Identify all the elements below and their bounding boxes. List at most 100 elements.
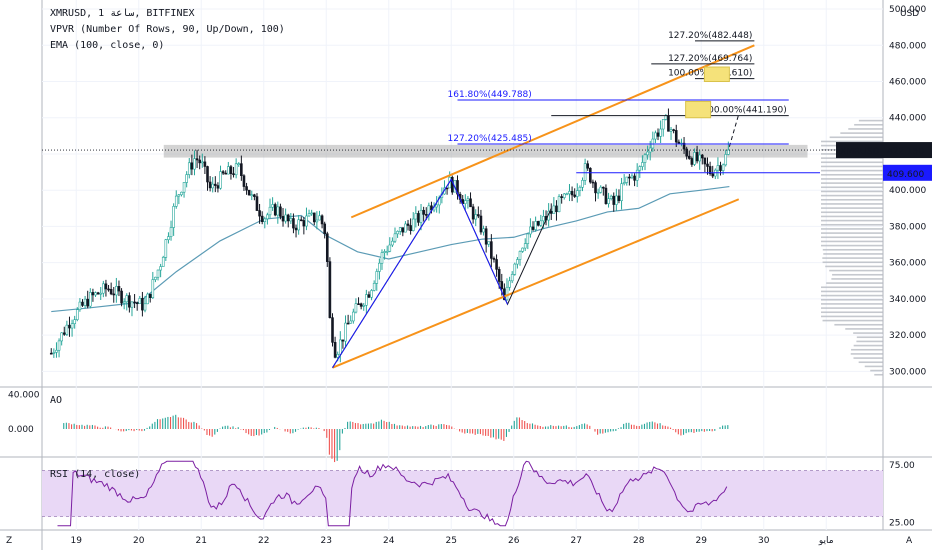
candle-body [221,171,225,174]
price-tag-bg [836,142,932,159]
volume-bar [821,298,883,301]
candle-body [484,228,488,245]
resistance-zone [163,144,808,158]
candle-body [497,269,501,282]
ao-histogram: 40.000 0.000 [8,390,729,463]
price-tick-label: 440.000 [889,114,926,124]
price-tags: XMRUSD 422.150 409.600 [42,142,932,181]
volume-bar [821,207,883,209]
candle-body [700,154,704,159]
candle-body [617,195,621,201]
time-tick-label: 20 [133,536,145,546]
candle-body [297,219,300,231]
candle-body [185,174,188,183]
volume-bar [821,315,883,318]
fib-label: 127.20%(482.448) [668,31,752,41]
candle-body [508,280,511,288]
volume-bar [856,340,883,343]
candle-body [669,129,673,132]
level-tag-value: 409.600 [887,170,924,180]
corner-label-right: A [906,536,913,546]
candle-body [104,283,108,290]
ema-line [51,185,730,313]
candle-body [240,163,243,176]
corner-label-left: Z [6,536,12,546]
candle-body [609,195,613,200]
volume-bar [821,228,883,230]
volume-bar [853,344,883,347]
candle-body [167,236,170,241]
candle-body [193,158,196,170]
candle-body [375,271,379,284]
rsi-band [42,470,883,517]
candle-body [721,164,725,171]
ao-tick-label: 40.000 [8,390,40,400]
candle-body [349,320,353,324]
candle-body [60,332,63,342]
candle-body [96,292,100,295]
volume-bar [821,198,883,201]
candle-body [708,166,712,175]
candle-body [86,298,90,307]
candle-body [302,220,306,227]
candle-body [411,218,415,232]
candle-body [370,290,373,298]
candle-body [89,292,92,307]
candle-body [586,163,590,169]
candle-body [122,301,126,304]
candle-body [518,251,522,260]
candle-body [177,194,181,197]
candle-body [667,115,670,132]
candle-body [698,154,701,162]
candle-body [505,286,509,301]
candle-body [164,239,168,258]
volume-bar [821,240,883,243]
volume-bar [858,119,883,122]
volume-bar [848,128,883,130]
candle-body [477,214,480,217]
candle-body [622,182,626,185]
candle-body [333,342,337,358]
candle-body [690,158,694,165]
candle-body [490,241,493,259]
candle-body [664,115,668,120]
candle-body [253,194,256,197]
candle-body [578,186,582,191]
candle-body [112,293,116,296]
candle-body [549,210,553,214]
candle-body [706,163,709,167]
candle-body [365,294,368,306]
volume-bar [845,328,883,330]
candle-body [115,286,118,296]
candle-body [471,206,475,220]
candle-body [49,352,53,355]
legend-ema: EMA (100, close, 0) [50,40,165,51]
time-tick-label: مايو [818,536,834,546]
candle-body [596,191,600,194]
candle-body [102,283,105,294]
volume-bar [834,323,883,326]
grid [42,0,883,530]
candle-body [362,304,366,307]
candle-body [91,292,95,296]
candle-body [83,298,87,306]
candle-body [299,219,303,222]
volume-bar [821,194,883,197]
candle-body [81,301,84,306]
currency-label: USD [900,9,919,19]
candle-body [560,196,563,198]
candle-body [65,324,69,335]
volume-bar [821,161,883,164]
candle-body [200,161,204,164]
candle-body [573,194,576,197]
candle-body [510,274,514,282]
candle-body [521,247,524,252]
candle-body [305,215,308,227]
time-tick-label: 30 [758,536,770,546]
volume-bar [874,373,883,376]
candle-body [195,158,199,161]
candle-body [359,303,363,307]
candle-body [279,206,282,217]
ema-curve [51,185,730,313]
